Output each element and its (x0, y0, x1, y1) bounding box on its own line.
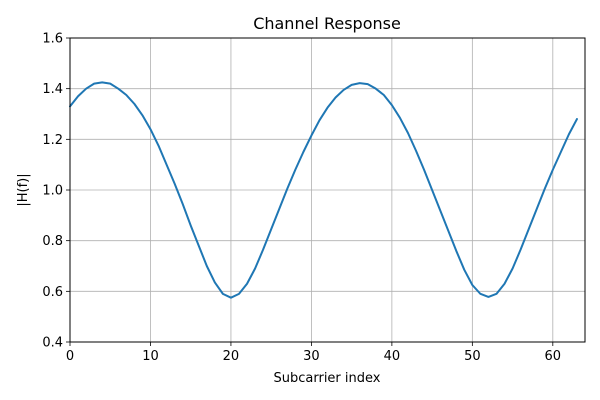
x-tick-label: 60 (545, 349, 562, 364)
x-tick-label: 30 (303, 349, 320, 364)
y-tick-label: 0.4 (42, 336, 63, 351)
y-tick-label: 1.0 (42, 184, 63, 199)
x-axis-label: Subcarrier index (274, 371, 381, 386)
y-tick-label: 0.8 (42, 234, 63, 249)
chart-title: Channel Response (253, 14, 401, 33)
x-tick-label: 50 (464, 349, 481, 364)
x-tick-label: 40 (384, 349, 401, 364)
y-tick-label: 1.6 (42, 32, 63, 47)
plot-area (69, 81, 578, 299)
x-tick-label: 10 (142, 349, 159, 364)
y-tick-label: 1.4 (42, 82, 63, 97)
y-axis-label: |H(f)| (16, 173, 31, 206)
x-tick-label: 0 (66, 349, 74, 364)
x-tick-label: 20 (223, 349, 240, 364)
grid (69, 37, 585, 343)
ticks: 0 10 20 30 40 50 60 0.4 0.6 0.8 1.0 1.2 1.4 1.6 (42, 32, 561, 365)
series-line (69, 81, 578, 299)
y-tick-label: 0.6 (42, 285, 63, 300)
y-tick-label: 1.2 (42, 133, 63, 148)
